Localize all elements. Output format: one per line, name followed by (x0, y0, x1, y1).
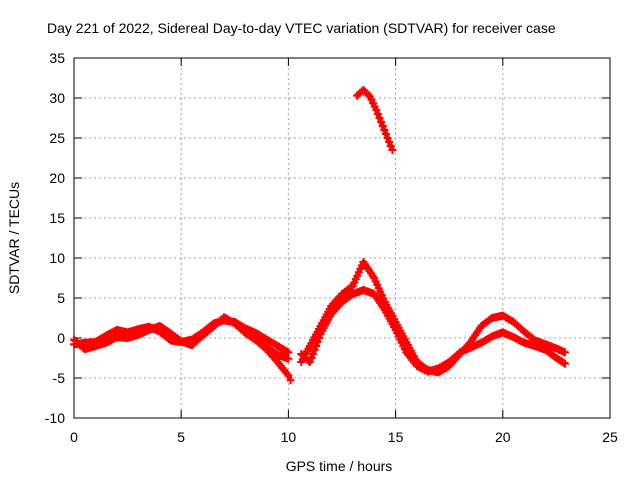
data-point (310, 346, 319, 354)
y-tick-label: 0 (57, 330, 65, 346)
data-point (378, 122, 387, 130)
chart-title: Day 221 of 2022, Sidereal Day-to-day VTE… (47, 20, 556, 36)
y-tick-label: -10 (45, 410, 65, 426)
series-track (299, 259, 567, 375)
data-point (284, 354, 293, 363)
data-point (372, 106, 381, 114)
y-tick-label: 20 (49, 170, 65, 186)
data-point (373, 110, 382, 118)
y-tick-label: 25 (49, 130, 65, 146)
data-point (308, 350, 317, 358)
y-tick-label: 15 (49, 210, 65, 226)
y-tick-label: 35 (49, 50, 65, 66)
series-4 (297, 286, 569, 376)
x-tick-labels: 0 5 10 15 20 25 (70, 429, 618, 445)
data-point (380, 126, 389, 134)
data-series (70, 86, 569, 385)
data-point (305, 358, 314, 366)
y-tick-labels: -10 -5 0 5 10 15 20 25 30 35 (45, 50, 65, 426)
x-tick-label: 10 (281, 429, 297, 445)
x-tick-label: 15 (388, 429, 404, 445)
data-point (311, 342, 320, 350)
data-point (375, 114, 384, 122)
data-point (385, 138, 394, 146)
y-tick-label: 5 (57, 290, 65, 306)
axis-ticks (73, 57, 611, 419)
x-axis-label: GPS time / hours (286, 458, 393, 474)
x-tick-label: 0 (70, 429, 78, 445)
series-5 (353, 86, 397, 154)
data-point (386, 142, 395, 150)
x-tick-label: 25 (602, 429, 618, 445)
data-point (560, 348, 569, 357)
series-3 (297, 258, 569, 377)
data-point (315, 334, 324, 342)
data-point (383, 134, 392, 142)
x-tick-label: 20 (495, 429, 511, 445)
data-point (286, 376, 295, 385)
x-tick-label: 5 (177, 429, 185, 445)
series-1 (70, 313, 293, 363)
y-tick-label: 10 (49, 250, 65, 266)
data-point (347, 283, 356, 292)
y-tick-label: 30 (49, 90, 65, 106)
data-point (381, 130, 390, 138)
data-point (388, 146, 397, 154)
data-point (560, 359, 569, 368)
data-point (364, 90, 373, 99)
series-0 (70, 316, 293, 357)
y-tick-label: -5 (53, 370, 66, 386)
data-point (307, 354, 316, 362)
data-point (377, 118, 386, 126)
data-point (284, 371, 293, 380)
data-point (313, 338, 322, 346)
grid-lines (74, 58, 610, 418)
y-axis-label: SDTVAR / TECUs (6, 182, 22, 294)
series-2 (252, 336, 295, 385)
plot-frame (73, 57, 611, 419)
